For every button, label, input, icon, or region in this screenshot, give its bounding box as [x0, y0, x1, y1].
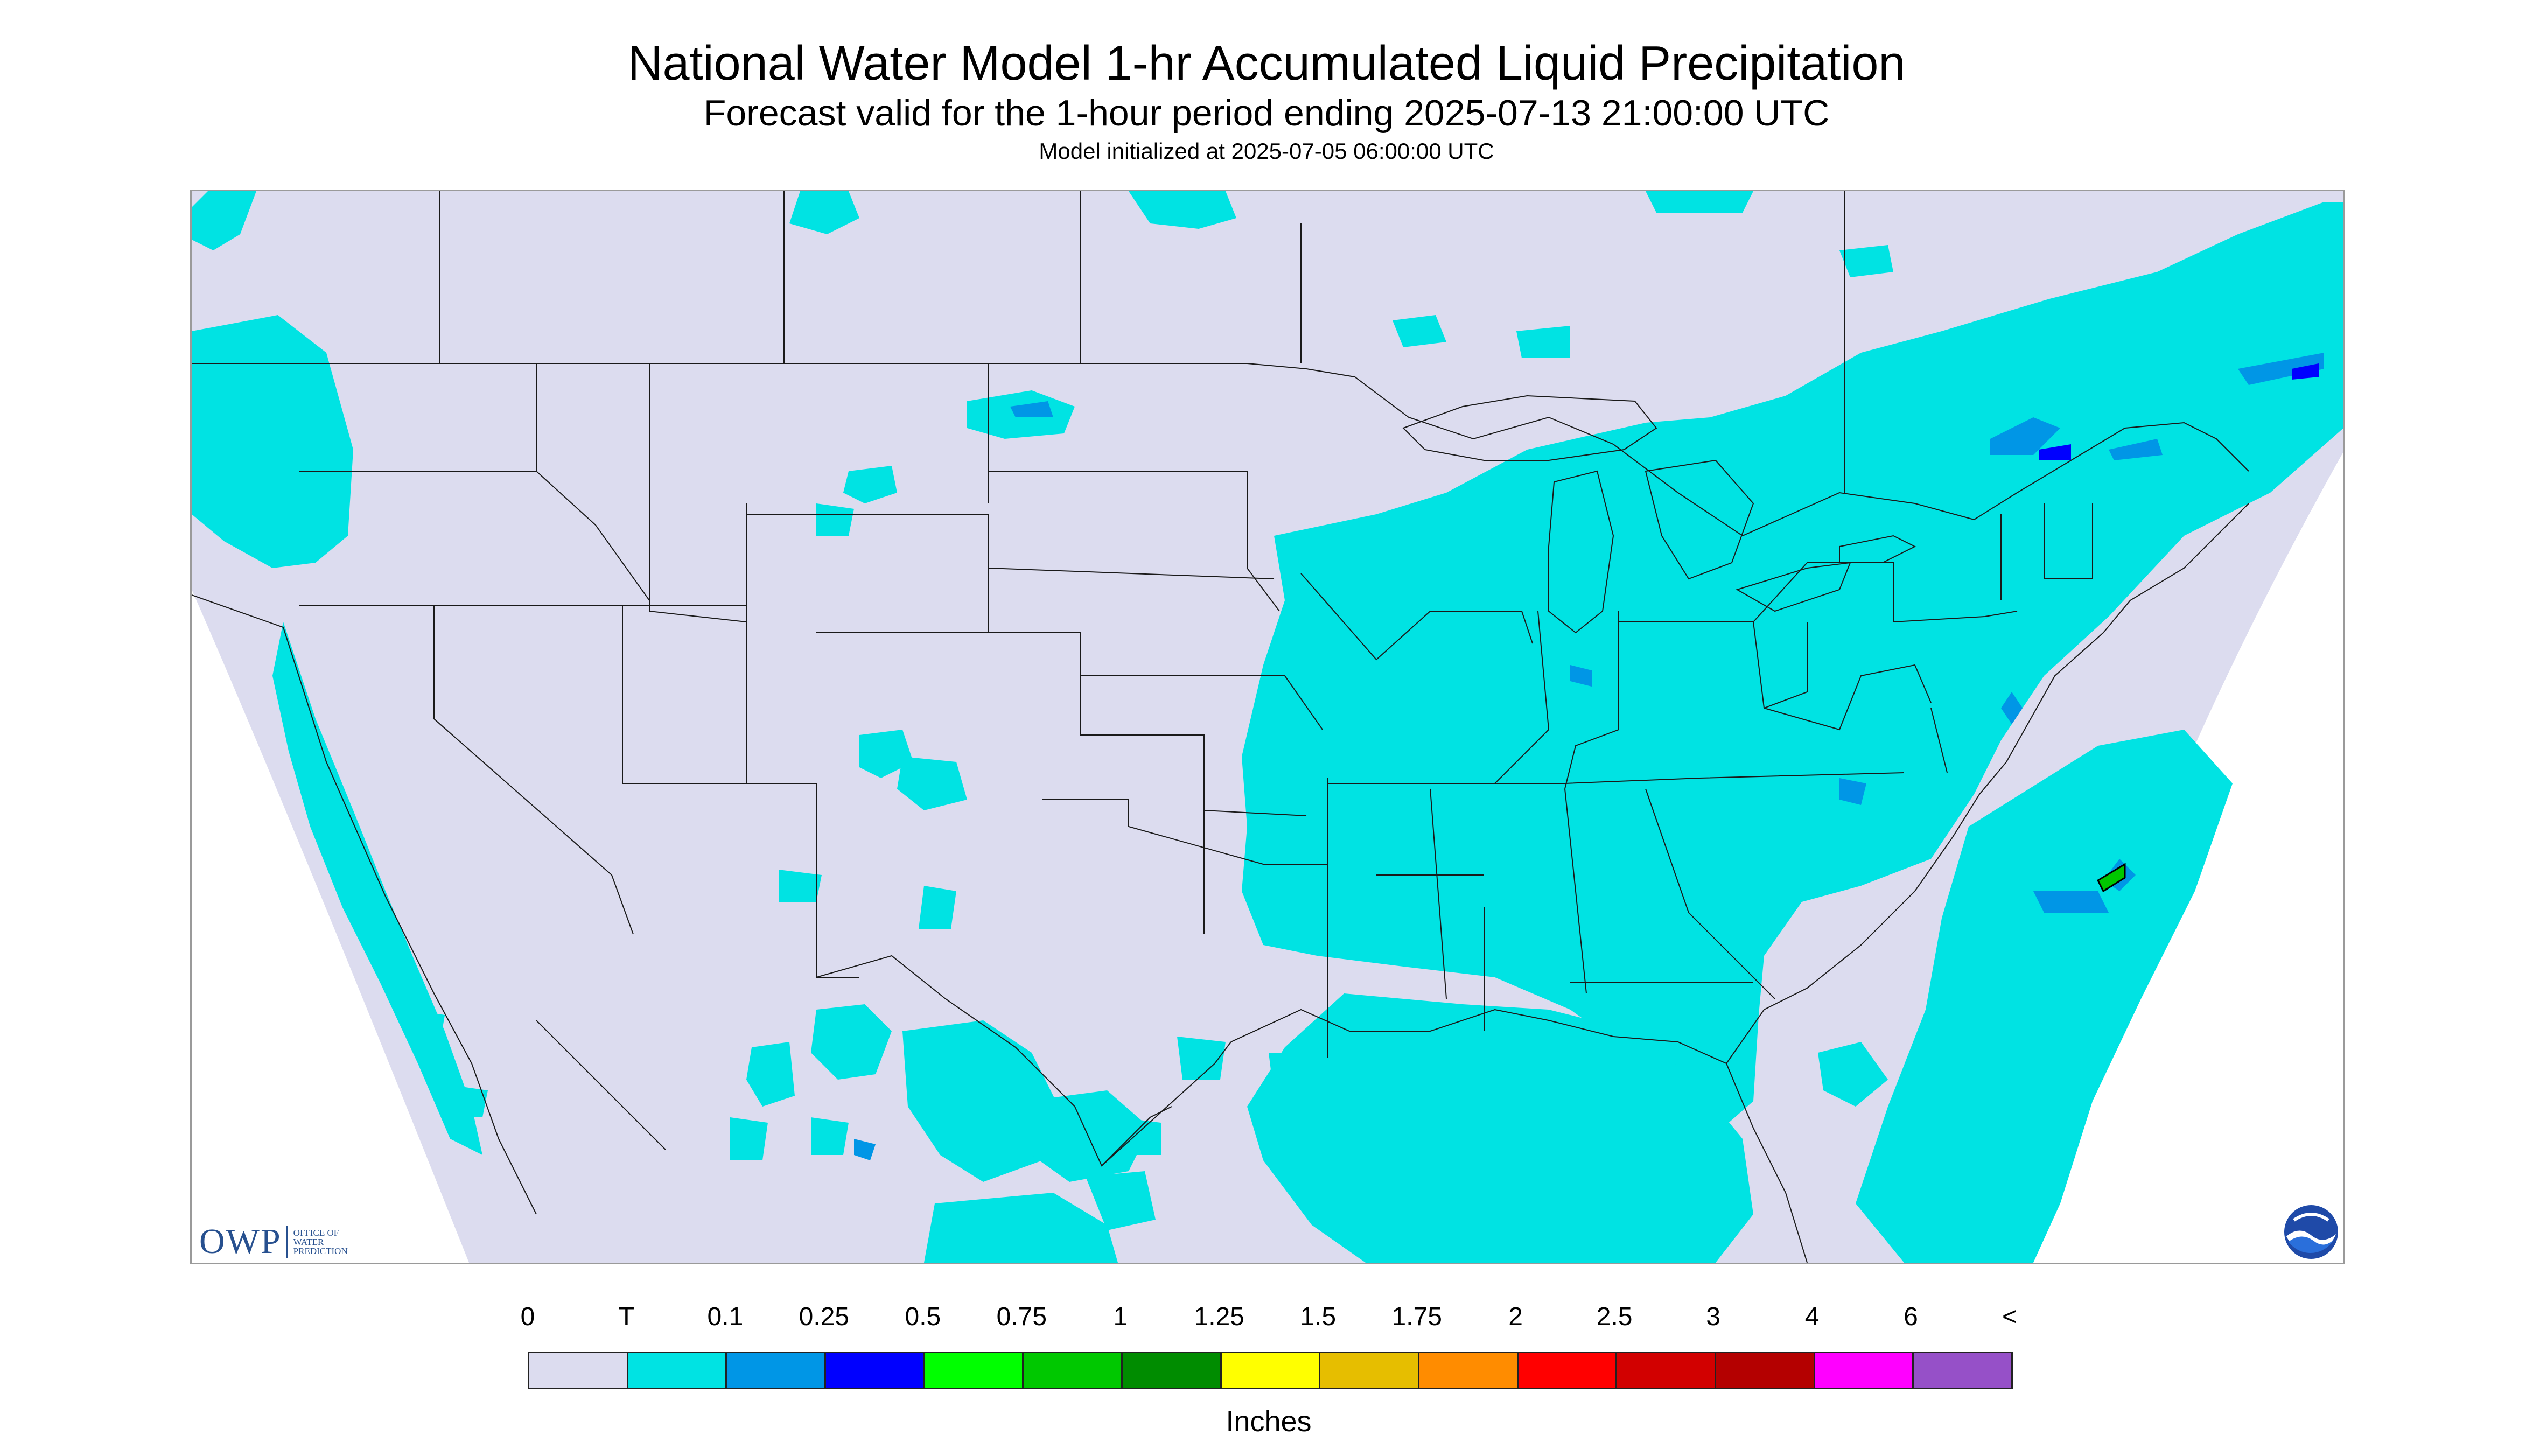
legend-swatch [727, 1353, 827, 1388]
legend-swatch [1419, 1353, 1519, 1388]
legend-swatch [1221, 1353, 1321, 1388]
legend-swatch [1123, 1353, 1222, 1388]
legend-tick-label: 1.5 [1300, 1303, 1337, 1331]
legend-tick-label: 4 [1804, 1303, 1820, 1331]
legend-swatch [925, 1353, 1024, 1388]
legend-swatch [1914, 1353, 2012, 1388]
legend-swatch [1320, 1353, 1420, 1388]
legend-tick-label: < [2002, 1303, 2018, 1331]
legend-swatch [1024, 1353, 1123, 1388]
legend-tick-label: 0.1 [707, 1303, 744, 1331]
legend-swatch [1815, 1353, 1914, 1388]
state-borders [192, 191, 2249, 1263]
noaa-logo-icon [2284, 1205, 2338, 1259]
map-subtitle: Forecast valid for the 1-hour period end… [703, 93, 1830, 134]
legend-tick-label: T [618, 1303, 635, 1331]
legend-swatch [529, 1353, 628, 1388]
model-init-label: Model initialized at 2025-07-05 06:00:00… [1039, 138, 1494, 164]
owp-logo-subtext: OFFICE OF WATER PREDICTION [293, 1228, 348, 1256]
legend-tick-label: 2.5 [1596, 1303, 1633, 1331]
owp-logo-text: OWP [199, 1222, 282, 1261]
legend-units-label: Inches [1226, 1405, 1312, 1438]
legend-tick-label: 6 [1904, 1303, 1918, 1331]
precip-heavy-cells [2039, 363, 2319, 893]
legend-tick-label: 0.75 [996, 1303, 1047, 1331]
legend-swatch [826, 1353, 925, 1388]
owp-sub-line-3: PREDICTION [293, 1245, 348, 1256]
owp-logo-divider [285, 1226, 288, 1258]
legend-swatch [1518, 1353, 1618, 1388]
legend-swatch [1716, 1353, 1815, 1388]
legend-tick-label: 1 [1113, 1303, 1128, 1331]
legend-tick-label: 1.25 [1194, 1303, 1244, 1331]
legend-swatch [1617, 1353, 1717, 1388]
precipitation-legend: 0 T 0.1 0.25 0.5 0.75 1 1.25 1.5 1.75 2 2.5 3 4 6 < Inc… [521, 1302, 2018, 1442]
precip-trace-areas [192, 191, 2343, 1263]
legend-tick-label: 0.25 [799, 1303, 850, 1331]
legend-tick-label: 1.75 [1391, 1303, 1442, 1331]
legend-tick-label: 3 [1706, 1303, 1720, 1331]
precipitation-map [190, 190, 2345, 1264]
owp-sub-line-1: OFFICE OF [293, 1227, 339, 1238]
legend-swatch [628, 1353, 727, 1388]
legend-tick-label: 0 [520, 1303, 535, 1331]
owp-sub-line-2: WATER [293, 1236, 324, 1247]
owp-logo: OWP OFFICE OF WATER PREDICTION [199, 1221, 348, 1262]
legend-colorbar [528, 1352, 2013, 1389]
legend-tick-label: 2 [1508, 1303, 1523, 1331]
legend-tick-label: 0.5 [905, 1303, 941, 1331]
precip-low-areas [854, 353, 2324, 1160]
map-title: National Water Model 1-hr Accumulated Li… [627, 37, 1906, 90]
